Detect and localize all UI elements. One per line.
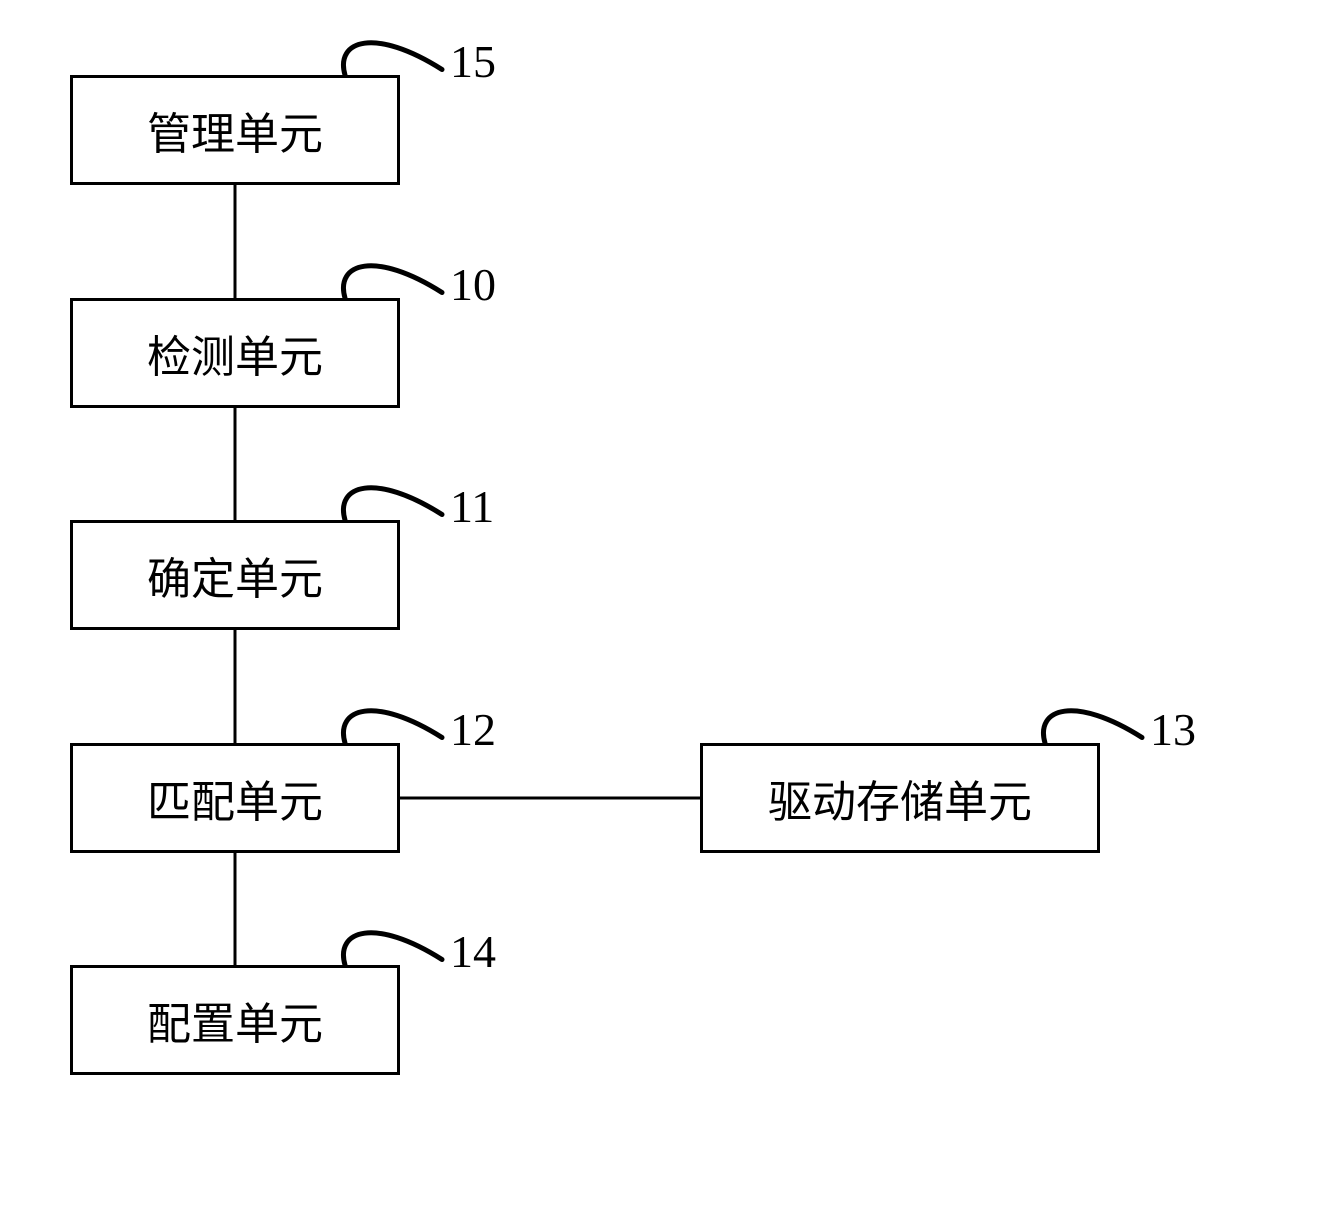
ref-number-l15: 15 xyxy=(450,35,496,88)
block-n13: 驱动存储单元 xyxy=(700,743,1100,853)
callout-curve xyxy=(343,43,442,75)
block-label: 确定单元 xyxy=(147,543,323,607)
block-label: 配置单元 xyxy=(147,988,323,1052)
block-n14: 配置单元 xyxy=(70,965,400,1075)
callout-curve xyxy=(343,933,442,965)
block-n15: 管理单元 xyxy=(70,75,400,185)
ref-number-l12: 12 xyxy=(450,703,496,756)
callout-curve xyxy=(343,488,442,520)
ref-number-l10: 10 xyxy=(450,258,496,311)
block-label: 管理单元 xyxy=(147,98,323,162)
block-n10: 检测单元 xyxy=(70,298,400,408)
diagram-stage: 管理单元检测单元确定单元匹配单元配置单元 驱动存储单元 15 10 11 12 14 13 xyxy=(0,0,1336,1206)
block-n12: 匹配单元 xyxy=(70,743,400,853)
callout-curve xyxy=(1043,711,1142,743)
ref-number-l13: 13 xyxy=(1150,703,1196,756)
block-n11: 确定单元 xyxy=(70,520,400,630)
ref-number-l11: 11 xyxy=(450,480,494,533)
callout-curve xyxy=(343,266,442,298)
block-label: 匹配单元 xyxy=(147,766,323,830)
block-label: 检测单元 xyxy=(147,321,323,385)
block-label: 驱动存储单元 xyxy=(768,766,1032,830)
ref-number-l14: 14 xyxy=(450,925,496,978)
callout-curve xyxy=(343,711,442,743)
